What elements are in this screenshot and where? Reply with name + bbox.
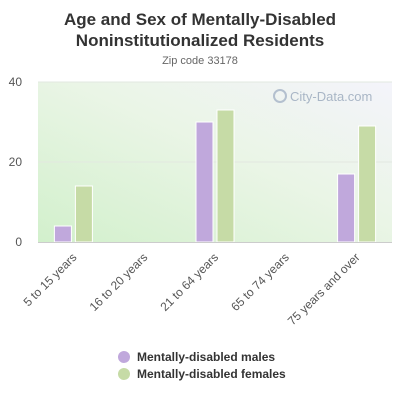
bar-females	[216, 109, 235, 243]
y-tick-label: 40	[9, 75, 23, 89]
y-tick-label: 20	[9, 155, 23, 169]
bar-females	[74, 185, 93, 243]
chart-title: Age and Sex of Mentally-Disabled Noninst…	[0, 9, 400, 51]
chart-title-line-1: Age and Sex of Mentally-Disabled	[63, 10, 337, 29]
legend-label-females: Mentally-disabled females	[137, 367, 286, 381]
chart-title-line-2: Noninstitutionalized Residents	[75, 31, 325, 50]
x-category-label: 16 to 20 years	[87, 250, 151, 314]
x-category-label: 75 years and over	[285, 250, 363, 328]
watermark-text: City-Data.com	[290, 89, 372, 104]
legend: Mentally-disabled males Mentally-disable…	[118, 349, 286, 383]
legend-swatch-females	[118, 368, 130, 380]
legend-label-males: Mentally-disabled males	[137, 350, 276, 364]
bar-males	[53, 225, 72, 243]
bar-males	[337, 173, 356, 243]
legend-item-males: Mentally-disabled males	[118, 349, 286, 365]
y-tick-label: 0	[15, 235, 22, 249]
bar-males	[195, 121, 214, 243]
watermark-icon	[273, 89, 287, 103]
x-category-label: 5 to 15 years	[21, 250, 80, 309]
legend-item-females: Mentally-disabled females	[118, 366, 286, 382]
watermark: City-Data.com	[273, 89, 372, 104]
x-category-label: 65 to 74 years	[228, 250, 292, 314]
legend-swatch-males	[118, 351, 130, 363]
x-category-label: 21 to 64 years	[157, 250, 221, 314]
chart-subtitle: Zip code 33178	[162, 55, 238, 67]
bar-females	[358, 125, 377, 243]
